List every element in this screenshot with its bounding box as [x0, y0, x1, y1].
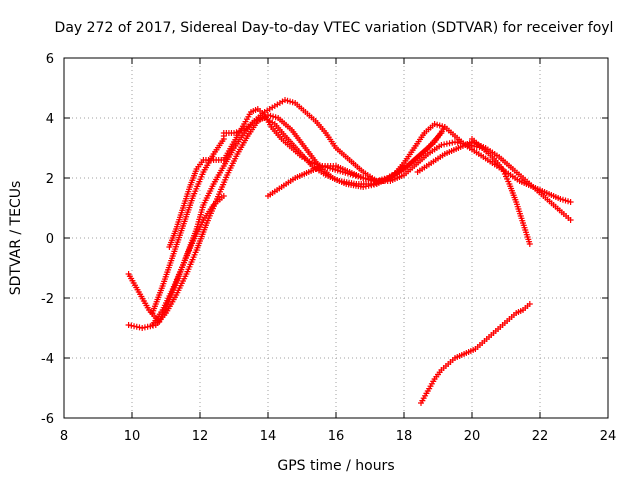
x-tick-label: 20 — [464, 429, 481, 444]
series-track-3 — [149, 193, 227, 328]
y-tick-label: -2 — [41, 292, 54, 307]
data-point — [220, 193, 227, 199]
y-tick-label: -6 — [41, 412, 54, 427]
grid-layer — [64, 58, 608, 418]
chart-title: Day 272 of 2017, Sidereal Day-to-day VTE… — [55, 20, 614, 36]
y-tick-label: 2 — [46, 172, 54, 187]
x-tick-label: 24 — [600, 429, 617, 444]
x-tick-label: 14 — [260, 429, 277, 444]
x-tick-label: 8 — [60, 429, 68, 444]
y-tick-labels: -6 -4 -2 0 2 4 6 — [41, 52, 54, 427]
x-tick-labels: 8 10 12 14 16 18 20 22 24 — [60, 429, 616, 444]
data-point — [526, 241, 533, 247]
x-tick-label: 22 — [532, 429, 549, 444]
data-point — [567, 217, 574, 223]
series-track-7 — [414, 139, 574, 223]
data-point — [567, 199, 574, 205]
x-tick-label: 16 — [328, 429, 345, 444]
plot-frame — [63, 57, 609, 419]
x-tick-label: 10 — [124, 429, 141, 444]
x-axis-title: GPS time / hours — [277, 458, 394, 474]
series-track-6 — [265, 163, 407, 199]
data-layer — [125, 97, 574, 406]
x-tick-label: 12 — [192, 429, 209, 444]
series-track-8 — [469, 136, 533, 247]
y-tick-label: -4 — [41, 352, 54, 367]
y-axis-title: SDTVAR / TECUs — [8, 181, 24, 296]
series-track-9 — [418, 301, 533, 406]
x-tick-label: 18 — [396, 429, 413, 444]
y-tick-label: 4 — [46, 112, 54, 127]
data-point — [526, 301, 533, 307]
data-point — [401, 163, 407, 169]
y-tick-label: 6 — [46, 52, 54, 67]
y-tick-label: 0 — [46, 232, 54, 247]
